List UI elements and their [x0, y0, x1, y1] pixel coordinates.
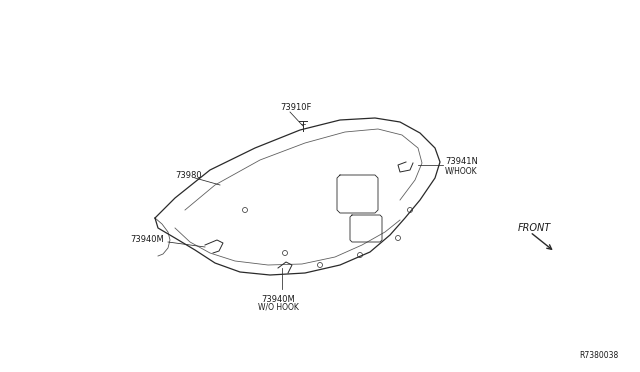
- Text: W/HOOK: W/HOOK: [445, 167, 477, 176]
- Text: 73980: 73980: [175, 170, 202, 180]
- Text: R7380038: R7380038: [579, 351, 618, 360]
- Text: 73940M: 73940M: [261, 295, 295, 304]
- Text: 73940M: 73940M: [130, 235, 164, 244]
- Text: FRONT: FRONT: [518, 223, 551, 233]
- Text: W/O HOOK: W/O HOOK: [257, 303, 298, 312]
- Text: 73941N: 73941N: [445, 157, 478, 167]
- Text: 73910F: 73910F: [280, 103, 312, 112]
